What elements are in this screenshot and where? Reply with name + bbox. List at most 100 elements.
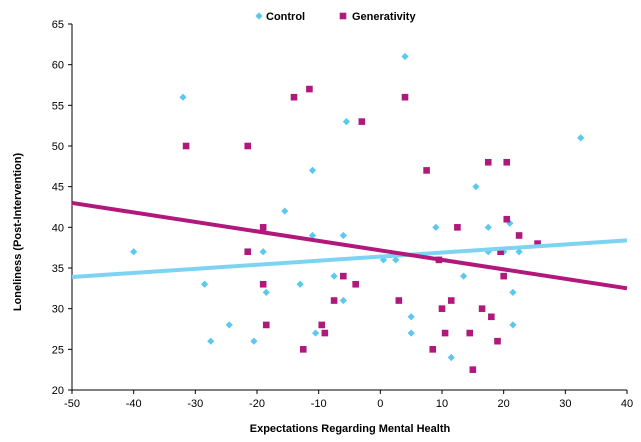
y-tick-label: 45 [52,182,64,194]
generativity-data-point [259,280,267,288]
control-data-point [330,272,338,280]
y-tick-label: 50 [52,141,64,153]
y-tick-label: 25 [52,344,64,356]
control-data-point [432,223,440,231]
control-data-point [509,288,517,296]
x-tick-label: -20 [249,398,265,410]
control-data-point [179,93,187,101]
control-data-point [472,183,480,191]
control-data-point [407,313,415,321]
legend-marker-generativity [339,12,347,20]
control-data-point [308,231,317,240]
control-data-point [379,256,388,264]
generativity-data-point [330,297,338,304]
generativity-data-point [515,232,523,239]
generativity-trendline [71,200,628,291]
generativity-data-point [488,313,495,321]
legend-label-generativity: Generativity [352,11,416,23]
control-data-point [392,256,400,264]
y-axis-title: Loneliness (Post-Intervention) [12,153,24,312]
control-data-point [130,248,138,256]
control-data-point [339,231,347,240]
x-tick-label: 10 [436,398,448,410]
generativity-data-point [497,248,504,256]
generativity-data-point [321,329,329,337]
y-tick-label: 60 [52,60,64,72]
generativity-data-point [340,272,347,280]
x-tick-label: -30 [187,398,203,410]
control-data-point [401,52,409,61]
generativity-data-point [299,346,307,353]
control-data-point [296,280,304,288]
axes-layer [68,23,628,394]
trendlines-layer [71,200,628,291]
generativity-data-point [429,346,437,353]
generativity-data-point [500,272,507,280]
legend: Control Generativity [255,11,416,23]
control-data-point [311,329,320,337]
y-tick-label: 20 [52,385,64,397]
control-data-point [259,248,267,256]
generativity-data-point [306,85,313,93]
generativity-data-point [447,297,455,304]
generativity-data-point [358,118,366,125]
x-tick-label: -40 [126,398,142,410]
control-data-point [308,166,317,174]
x-tick-label: 40 [621,398,633,410]
control-data-point [515,248,523,256]
control-data-point [339,296,347,305]
generativity-data-point [244,142,252,150]
generativity-data-point [503,215,511,223]
tick-labels-layer: -50 -40 -30 -20 -10 0 10 20 30 40 20 25 30 35 40 45 50 55… [52,19,633,410]
generativity-data-point [503,158,511,166]
generativity-data-point [441,329,449,337]
control-data-point [577,134,585,142]
y-tick-label: 40 [52,222,64,234]
generativity-data-point [244,248,252,256]
control-data-point [250,337,258,345]
legend-label-control: Control [266,11,305,23]
legend-marker-control [255,12,263,20]
control-data-point [207,337,215,345]
generativity-data-point [494,337,501,345]
generativity-data-point [423,167,430,174]
generativity-data-point [395,297,403,304]
generativity-data-point [290,93,298,101]
control-data-point [509,321,517,329]
generativity-data-point [469,366,477,373]
control-data-point [225,321,233,329]
control-data-point [506,219,514,227]
control-data-point [342,118,351,126]
x-tick-label: 20 [498,398,510,410]
y-tick-label: 30 [52,304,64,316]
x-tick-label: -10 [311,398,327,410]
control-trendline [71,238,628,279]
generativity-data-point [484,158,492,166]
y-tick-label: 55 [52,100,64,112]
y-tick-label: 35 [52,263,64,275]
generativity-data-point [438,305,446,312]
generativity-data-point [534,240,541,247]
generativity-data-point [401,93,409,101]
control-data-point [262,288,270,296]
generativity-data-point [318,321,326,329]
legend-item-generativity: Generativity [339,11,416,23]
y-tick-label: 65 [52,19,64,31]
x-axis-title: Expectations Regarding Mental Health [250,423,451,435]
control-data-point [407,329,415,337]
control-data-point [459,272,468,280]
control-data-point [200,280,209,288]
x-tick-label: 0 [377,398,383,410]
control-data-point [281,207,289,215]
x-tick-label: -50 [64,398,80,410]
legend-item-control: Control [255,11,305,23]
generativity-data-point [259,224,267,231]
points-layer [130,52,585,373]
generativity-data-point [466,329,474,337]
generativity-data-point [478,305,486,312]
generativity-data-point [352,280,359,288]
generativity-data-point [182,142,190,150]
control-data-point [484,223,492,231]
